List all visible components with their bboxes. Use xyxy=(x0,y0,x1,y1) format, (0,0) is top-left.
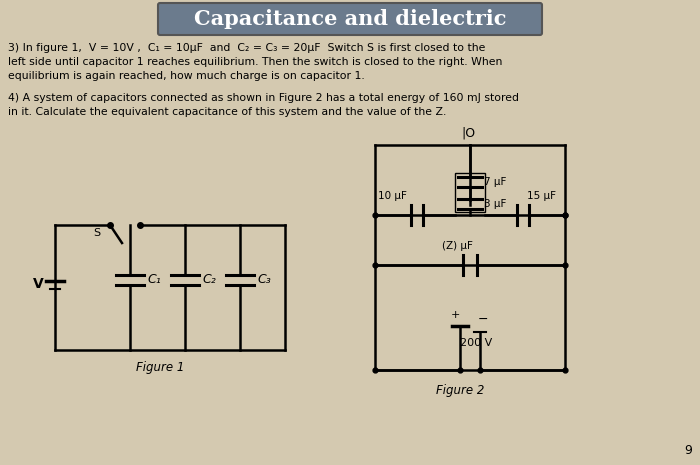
Text: 4) A system of capacitors connected as shown in Figure 2 has a total energy of 1: 4) A system of capacitors connected as s… xyxy=(8,93,519,103)
Text: (Z) μF: (Z) μF xyxy=(442,241,473,251)
Text: Figure 2: Figure 2 xyxy=(436,384,484,397)
Text: Figure 1: Figure 1 xyxy=(136,361,184,374)
Text: C₂: C₂ xyxy=(202,273,216,286)
Text: +: + xyxy=(450,310,460,320)
Text: equilibrium is again reached, how much charge is on capacitor 1.: equilibrium is again reached, how much c… xyxy=(8,71,365,81)
Text: Capacitance and dielectric: Capacitance and dielectric xyxy=(194,9,506,29)
Text: 3) In figure 1,  V = 10V ,  C₁ = 10μF  and  C₂ = C₃ = 20μF  Switch S is first cl: 3) In figure 1, V = 10V , C₁ = 10μF and … xyxy=(8,43,485,53)
Text: S: S xyxy=(93,228,101,238)
Text: V: V xyxy=(33,278,43,292)
Text: in it. Calculate the equivalent capacitance of this system and the value of the : in it. Calculate the equivalent capacita… xyxy=(8,107,447,117)
FancyBboxPatch shape xyxy=(158,3,542,35)
Text: C₁: C₁ xyxy=(147,273,161,286)
Text: left side until capacitor 1 reaches equilibrium. Then the switch is closed to th: left side until capacitor 1 reaches equi… xyxy=(8,57,503,67)
Text: 9: 9 xyxy=(684,444,692,457)
Text: 15 μF: 15 μF xyxy=(527,191,556,201)
Text: 10 μF: 10 μF xyxy=(378,191,407,201)
Text: C₃: C₃ xyxy=(257,273,271,286)
Text: 200 V: 200 V xyxy=(460,338,492,348)
Text: −: − xyxy=(477,313,489,326)
Text: 3 μF: 3 μF xyxy=(484,199,506,209)
Bar xyxy=(455,173,485,212)
Text: |O: |O xyxy=(461,126,475,140)
Text: 7 μF: 7 μF xyxy=(484,177,506,187)
